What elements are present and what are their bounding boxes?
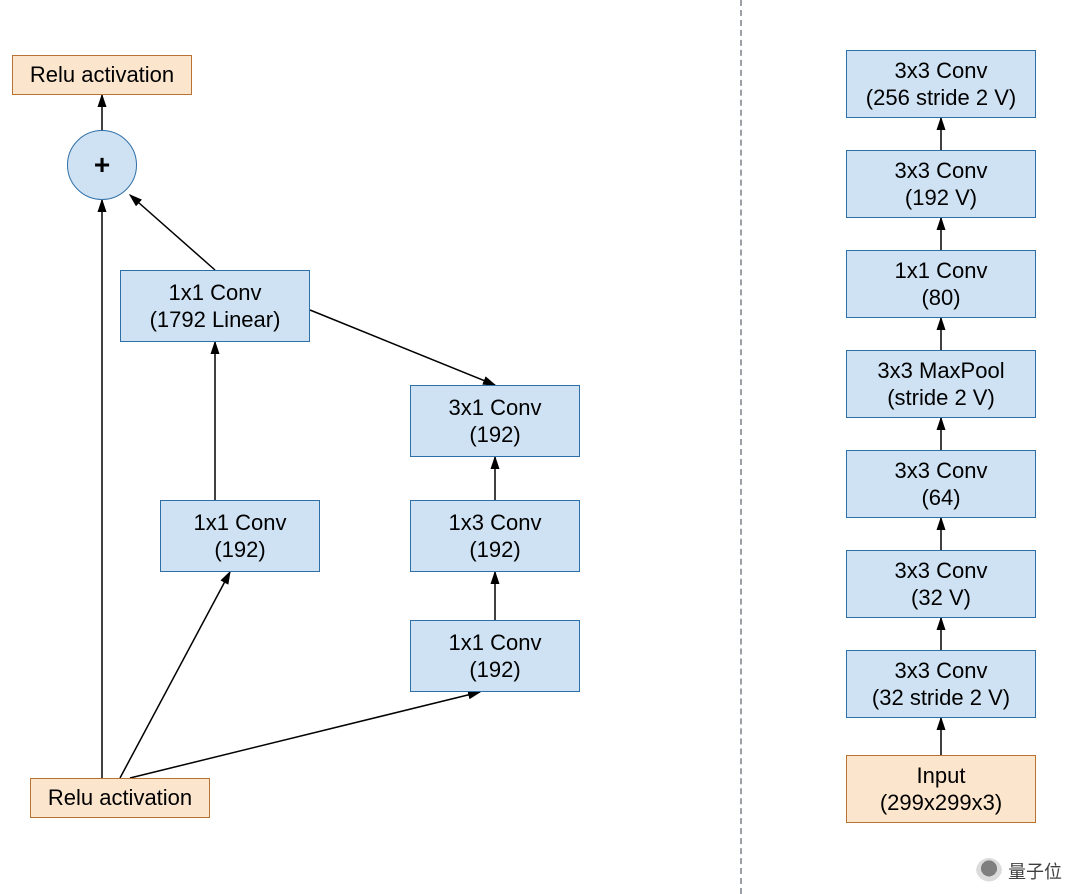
right-node-2-line: (80) [921, 284, 960, 312]
left-conv3x1-line: 3x1 Conv [449, 394, 542, 422]
right-node-1: 3x3 Conv(192 V) [846, 150, 1036, 218]
right-node-0: 3x3 Conv(256 stride 2 V) [846, 50, 1036, 118]
right-node-0-line: 3x3 Conv [895, 57, 988, 85]
left-conv1792: 1x1 Conv(1792 Linear) [120, 270, 310, 342]
left-relu_bot-line: Relu activation [48, 784, 192, 812]
right-node-1-line: 3x3 Conv [895, 157, 988, 185]
left-relu_top: Relu activation [12, 55, 192, 95]
watermark-text: 量子位 [1008, 858, 1062, 884]
right-node-3: 3x3 MaxPool(stride 2 V) [846, 350, 1036, 418]
left-conv1x1_192-line: (192) [214, 536, 265, 564]
right-node-6-line: 3x3 Conv [895, 657, 988, 685]
diagram-canvas: Relu activation+1x1 Conv(1792 Linear)3x1… [0, 0, 1080, 894]
watermark: 量子位 [976, 858, 1062, 884]
right-node-7: Input(299x299x3) [846, 755, 1036, 823]
left-plus-line: + [94, 149, 110, 181]
right-node-0-line: (256 stride 2 V) [866, 84, 1016, 112]
left-conv1x1_b: 1x1 Conv(192) [410, 620, 580, 692]
left-conv1x1_b-line: (192) [469, 656, 520, 684]
right-node-4-line: 3x3 Conv [895, 457, 988, 485]
watermark-icon [976, 858, 1002, 884]
left-conv3x1: 3x1 Conv(192) [410, 385, 580, 457]
right-node-1-line: (192 V) [905, 184, 977, 212]
left-conv1792-line: 1x1 Conv [169, 279, 262, 307]
left-relu_bot: Relu activation [30, 778, 210, 818]
right-node-2-line: 1x1 Conv [895, 257, 988, 285]
right-node-5-line: 3x3 Conv [895, 557, 988, 585]
left-relu_top-line: Relu activation [30, 61, 174, 89]
left-conv1792-line: (1792 Linear) [150, 306, 281, 334]
left-conv3x1-line: (192) [469, 421, 520, 449]
left-plus: + [67, 130, 137, 200]
left-conv1x3-line: 1x3 Conv [449, 509, 542, 537]
right-node-2: 1x1 Conv(80) [846, 250, 1036, 318]
left-conv1x1_b-line: 1x1 Conv [449, 629, 542, 657]
right-node-4-line: (64) [921, 484, 960, 512]
right-node-3-line: (stride 2 V) [887, 384, 995, 412]
right-node-3-line: 3x3 MaxPool [877, 357, 1004, 385]
right-node-5: 3x3 Conv(32 V) [846, 550, 1036, 618]
right-node-7-line: (299x299x3) [880, 789, 1002, 817]
left-conv1x3: 1x3 Conv(192) [410, 500, 580, 572]
left-conv1x1_192: 1x1 Conv(192) [160, 500, 320, 572]
vertical-divider [740, 0, 742, 894]
left-conv1x1_192-line: 1x1 Conv [194, 509, 287, 537]
right-node-5-line: (32 V) [911, 584, 971, 612]
right-node-7-line: Input [917, 762, 966, 790]
right-node-6: 3x3 Conv(32 stride 2 V) [846, 650, 1036, 718]
right-node-4: 3x3 Conv(64) [846, 450, 1036, 518]
left-conv1x3-line: (192) [469, 536, 520, 564]
right-node-6-line: (32 stride 2 V) [872, 684, 1010, 712]
